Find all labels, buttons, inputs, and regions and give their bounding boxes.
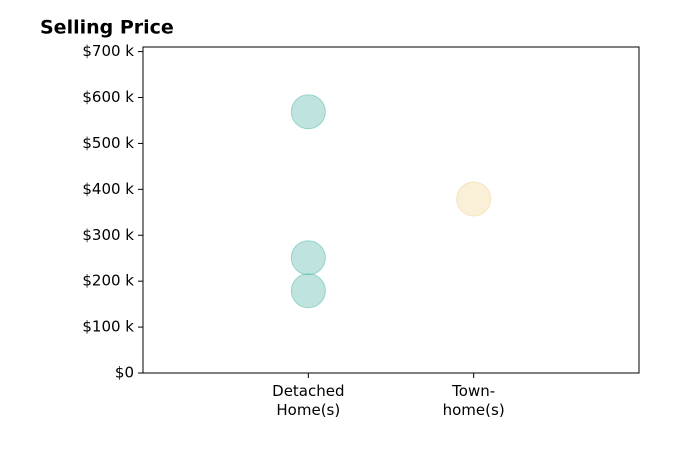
chart-title: Selling Price — [40, 17, 174, 39]
y-tick-label: $0 — [115, 364, 134, 382]
y-tick-label: $400 k — [82, 180, 134, 198]
point — [290, 94, 326, 130]
plot-frame — [142, 46, 640, 374]
point — [290, 240, 326, 276]
x-tick-label: Detached Home(s) — [272, 382, 345, 419]
point — [456, 181, 492, 217]
y-tick-label: $700 k — [82, 42, 134, 60]
y-tick-label: $100 k — [82, 318, 134, 336]
y-tick-label: $200 k — [82, 272, 134, 290]
y-tick-label: $500 k — [82, 134, 134, 152]
x-tick-label: Town- home(s) — [442, 382, 505, 419]
y-tick-label: $300 k — [82, 226, 134, 244]
y-tick-label: $600 k — [82, 88, 134, 106]
point — [290, 273, 326, 309]
